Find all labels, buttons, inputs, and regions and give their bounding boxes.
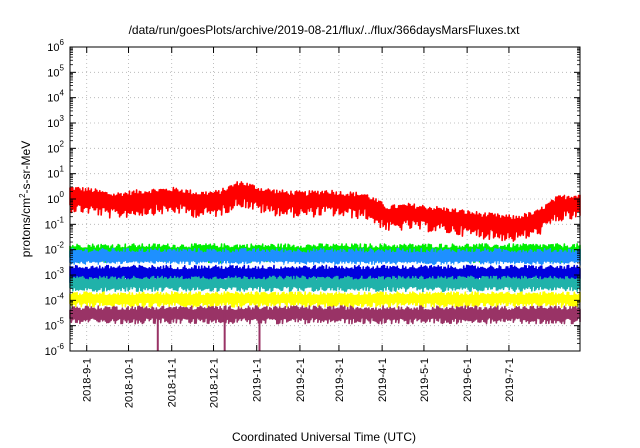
x-axis: 2018-9-1 2018-10-1 2018-11-1 2018-12-1 2019-… [82, 47, 516, 408]
x-tick-label: 2019-4-1 [377, 358, 389, 402]
x-tick-label: 2018-11-1 [167, 358, 179, 407]
y-tick-label: 103 [47, 114, 64, 130]
y-tick-label: 10-5 [45, 317, 65, 333]
x-tick-label: 2019-5-1 [419, 358, 431, 402]
y-tick-label: 105 [47, 63, 64, 79]
y-axis-label: protons/cm2-s-sr-MeV [18, 141, 33, 257]
x-tick-label: 2018-12-1 [209, 358, 221, 408]
y-tick-label: 10-2 [45, 241, 65, 257]
x-tick-label: 2019-1-1 [252, 358, 264, 402]
data-series-line [69, 275, 581, 293]
x-tick-label: 2019-3-1 [334, 358, 346, 402]
y-tick-label: 10-3 [45, 266, 65, 282]
y-tick-label: 100 [47, 190, 64, 206]
y-tick-label: 10-1 [45, 215, 65, 231]
series-layer [69, 181, 581, 351]
x-tick-label: 2019-2-1 [295, 358, 307, 402]
x-tick-label: 2019-6-1 [462, 358, 474, 402]
x-tick-label: 2018-9-1 [82, 358, 94, 402]
chart-title: /data/run/goesPlots/archive/2019-08-21/f… [129, 23, 521, 37]
x-tick-label: 2018-10-1 [124, 358, 136, 408]
y-tick-label: 101 [47, 165, 64, 181]
y-tick-label: 10-6 [45, 342, 65, 358]
data-series-line [69, 181, 581, 242]
data-series-line [69, 247, 581, 268]
data-series-line [69, 305, 581, 325]
data-series-line [69, 291, 581, 308]
x-axis-label: Coordinated Universal Time (UTC) [232, 430, 416, 444]
y-tick-label: 102 [47, 139, 64, 155]
x-tick-label: 2019-7-1 [504, 358, 516, 402]
y-tick-label: 106 [47, 38, 64, 54]
y-tick-label: 10-4 [45, 291, 65, 307]
y-tick-label: 104 [47, 89, 64, 105]
